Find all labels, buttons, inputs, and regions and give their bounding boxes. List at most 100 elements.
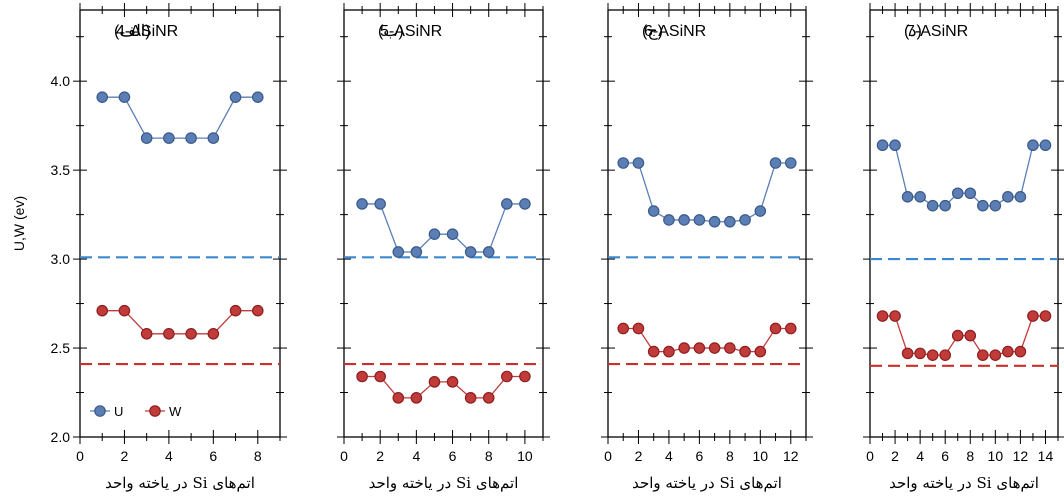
data-point-u (901, 191, 914, 203)
x-tick-label: 8 (254, 448, 262, 464)
data-point-u (708, 215, 721, 228)
data-point-w (410, 392, 423, 404)
data-point-u (96, 91, 109, 103)
plot-frame (79, 9, 281, 438)
series-line-w (623, 327, 791, 353)
panel-label: (الف) (114, 23, 151, 40)
data-point-u (374, 198, 386, 210)
x-tick-label: 6 (695, 448, 703, 464)
x-tick-label: 0 (340, 448, 348, 464)
panel-2: 0 2 4 6 8 10 اتم‌های Si در یاخته واحد 5-ASiNR(ب… (337, 3, 550, 492)
x-tick-label: 4 (916, 448, 924, 464)
panel-4: 0 2 4 6 8 10 12 14 اتم‌های Si در یاخته واحد 7-ASi… (863, 3, 1064, 492)
data-point-w (976, 349, 989, 361)
data-point-w (501, 370, 513, 383)
y-tick-label: 3.0 (51, 251, 71, 267)
x-tick-label: 8 (485, 448, 493, 464)
data-point-u (739, 214, 751, 226)
data-point-w (769, 322, 782, 335)
data-point-w (724, 342, 736, 354)
plot-frame (343, 9, 544, 438)
panel-label: (ب) (378, 23, 404, 40)
legend-label-u: U (114, 404, 123, 419)
x-tick-label: 8 (726, 448, 734, 464)
x-tick-label: 14 (1038, 448, 1054, 464)
data-point-u (769, 157, 782, 169)
data-point-u (951, 187, 964, 200)
data-point-u (410, 246, 423, 258)
data-point-w (914, 347, 926, 360)
data-point-w (989, 349, 1002, 361)
data-point-u (678, 214, 690, 226)
data-point-u (207, 132, 220, 144)
legend-marker-w (149, 405, 161, 417)
data-point-u (617, 157, 630, 169)
panel-label: (د) (904, 23, 922, 40)
x-tick-label: 6 (209, 448, 217, 464)
data-point-w (356, 370, 368, 383)
x-tick-label: 2 (121, 448, 129, 464)
data-point-u (185, 132, 197, 144)
x-axis-title: اتم‌های Si در یاخته واحد (369, 474, 519, 492)
data-point-w (185, 328, 197, 340)
data-point-u (939, 199, 951, 212)
data-point-w (926, 349, 939, 361)
x-tick-label: 2 (635, 448, 643, 464)
series-line-u (102, 96, 258, 139)
data-point-u (356, 198, 368, 210)
data-point-u (251, 91, 264, 103)
x-tick-label: 0 (604, 448, 612, 464)
data-point-w (207, 328, 220, 340)
data-point-w (1027, 310, 1039, 322)
data-point-w (392, 392, 405, 404)
data-point-w (889, 310, 901, 322)
data-point-u (1027, 139, 1039, 152)
data-point-w (632, 322, 645, 335)
data-point-w (1039, 310, 1052, 322)
plot-frame (869, 9, 1059, 438)
data-point-w (428, 376, 441, 388)
data-point-u (647, 205, 660, 217)
data-point-w (754, 345, 767, 358)
y-tick-label: 2.0 (51, 429, 71, 445)
data-point-w (229, 304, 242, 317)
panel-1: 2.0 2.5 3.0 3.5 4.0 0 2 4 6 8 اتم‌های Si در یاخته … (51, 3, 287, 492)
data-point-w (1014, 345, 1027, 358)
data-point-w (964, 329, 977, 342)
x-tick-label: 2 (891, 448, 899, 464)
x-axis-title: اتم‌های Si در یاخته واحد (105, 474, 255, 492)
data-point-u (163, 132, 175, 144)
x-tick-label: 6 (941, 448, 949, 464)
data-point-w (708, 342, 721, 354)
x-tick-label: 0 (866, 448, 874, 464)
x-tick-label: 4 (665, 448, 673, 464)
data-point-u (428, 228, 441, 240)
data-point-w (251, 304, 264, 317)
data-point-w (519, 370, 531, 383)
x-tick-label: 6 (449, 448, 457, 464)
data-point-u (976, 199, 989, 212)
data-point-w (739, 345, 751, 358)
panel-title: 6-ASiNR (644, 23, 706, 40)
x-tick-label: 8 (966, 448, 974, 464)
data-point-u (926, 199, 939, 212)
data-point-w (96, 304, 109, 317)
data-point-w (118, 304, 131, 317)
y-tick-label: 2.5 (51, 340, 71, 356)
plot-frame (607, 9, 807, 438)
data-point-w (374, 370, 386, 383)
data-point-w (951, 329, 964, 342)
data-point-u (754, 205, 767, 217)
data-point-w (464, 392, 477, 404)
data-point-u (446, 228, 459, 240)
data-point-w (678, 342, 690, 354)
data-point-u (519, 198, 531, 210)
data-point-u (464, 246, 477, 258)
data-point-u (964, 187, 977, 200)
x-axis-title: اتم‌های Si در یاخته واحد (889, 474, 1039, 492)
x-tick-label: 4 (165, 448, 173, 464)
data-point-w (784, 322, 797, 335)
data-point-u (632, 157, 645, 169)
